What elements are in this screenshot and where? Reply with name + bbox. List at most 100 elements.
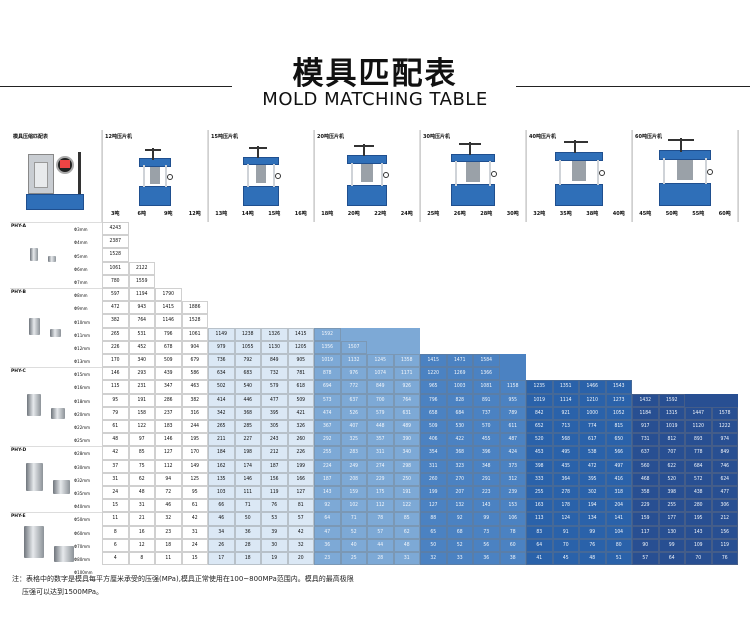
pressure-zone-4 bbox=[420, 354, 526, 566]
pressure-value-cell: 83 bbox=[526, 525, 553, 539]
press-header-4: 30吨压片机 25吨 26吨 28吨 30吨 bbox=[420, 130, 526, 222]
press-tonnage-row: 25吨 26吨 28吨 30吨 bbox=[420, 210, 526, 218]
pressure-value-cell: 1245 bbox=[367, 354, 394, 368]
pressure-value-cell: 316 bbox=[181, 406, 208, 420]
press-handle-bar bbox=[144, 149, 161, 151]
page-header: 模具匹配表 MOLD MATCHING TABLE bbox=[0, 0, 750, 125]
pressure-value-cell: 849 bbox=[261, 354, 288, 368]
press-tonnage-row: 18吨 20吨 22吨 24吨 bbox=[314, 210, 420, 218]
pressure-value-cell: 368 bbox=[446, 446, 473, 460]
pressure-value-cell: 36 bbox=[314, 538, 341, 552]
die-image bbox=[49, 328, 61, 338]
press-handle-bar bbox=[354, 145, 375, 147]
pressure-value-cell: 1356 bbox=[314, 340, 341, 354]
press-top-plate bbox=[243, 156, 279, 166]
pressure-value-cell: 1415 bbox=[155, 301, 182, 315]
press-image bbox=[451, 142, 497, 206]
pressure-value-cell: 187 bbox=[314, 472, 341, 486]
pressure-value-cell: 1132 bbox=[340, 354, 367, 368]
pressure-value-cell: 34 bbox=[208, 525, 235, 539]
pressure-value-cell: 224 bbox=[314, 459, 341, 473]
pressure-value-cell: 50 bbox=[234, 512, 261, 526]
pressure-value-cell: 78 bbox=[499, 525, 526, 539]
pressure-value-cell: 398 bbox=[658, 486, 685, 500]
pressure-value-cell: 1019 bbox=[314, 354, 341, 368]
pressure-value-cell: 1158 bbox=[499, 380, 526, 394]
pressure-value-cell: 23 bbox=[314, 552, 341, 566]
pressure-value-cell: 1171 bbox=[393, 367, 420, 381]
tonnage-label: 20吨 bbox=[347, 211, 360, 217]
pressure-value-cell: 579 bbox=[261, 380, 288, 394]
pressure-value-cell: 64 bbox=[658, 552, 685, 566]
pressure-value-cell: 72 bbox=[155, 486, 182, 500]
pressure-value-cell: 243 bbox=[261, 433, 288, 447]
pressure-value-cell: 70 bbox=[685, 552, 712, 566]
pressure-value-cell: 1194 bbox=[128, 288, 155, 302]
pressure-value-cell: 1269 bbox=[446, 367, 473, 381]
tonnage-label: 40吨 bbox=[612, 211, 625, 217]
die-size-label: Φ25mm bbox=[74, 438, 91, 444]
pressure-value-cell: 1326 bbox=[261, 327, 288, 341]
pressure-value-cell: 32 bbox=[420, 552, 447, 566]
pressure-value-cell: 135 bbox=[208, 472, 235, 486]
pressure-value-cell: 143 bbox=[473, 499, 500, 513]
pressure-value-cell: 298 bbox=[393, 459, 420, 473]
pressure-value-cell: 540 bbox=[234, 380, 261, 394]
die-group-phy-a: PHY-A Φ3mm Φ4mm Φ5mm Φ6mm Φ7mm bbox=[10, 222, 102, 288]
pressure-value-cell: 407 bbox=[340, 420, 367, 434]
press-image bbox=[243, 146, 281, 206]
press-ram bbox=[150, 166, 160, 184]
pressure-value-cell: 239 bbox=[499, 486, 526, 500]
pressure-value-cell: 815 bbox=[605, 420, 632, 434]
pressure-value-cell: 45 bbox=[552, 552, 579, 566]
pressure-value-cell: 446 bbox=[234, 393, 261, 407]
pressure-value-cell: 37 bbox=[102, 459, 129, 473]
pressure-value-cell: 2122 bbox=[128, 261, 155, 275]
mold-matching-table: 模具压缩匹配表 12吨压片机 3吨 6吨 9吨 12吨 15吨压片机 13吨 14吨 15吨 16… bbox=[10, 130, 739, 575]
pressure-value-cell: 95 bbox=[181, 486, 208, 500]
die-size-label: Φ16mm bbox=[74, 385, 91, 391]
die-size-label: Φ50mm bbox=[74, 517, 91, 523]
pressure-value-cell: 340 bbox=[128, 354, 155, 368]
pressure-value-cell: 24 bbox=[102, 486, 129, 500]
pressure-value-cell: 62 bbox=[393, 525, 420, 539]
pressure-value-cell: 358 bbox=[632, 486, 659, 500]
pressure-value-cell: 64 bbox=[526, 538, 553, 552]
pressure-value-cell: 57 bbox=[367, 525, 394, 539]
pressure-value-cell: 158 bbox=[128, 406, 155, 420]
pressure-value-cell: 849 bbox=[367, 380, 394, 394]
pressure-value-cell: 31 bbox=[102, 472, 129, 486]
pressure-value-cell: 1592 bbox=[658, 393, 685, 407]
pressure-value-cell: 76 bbox=[579, 538, 606, 552]
pressure-value-cell: 570 bbox=[473, 420, 500, 434]
die-size-label: Φ8mm bbox=[74, 293, 88, 299]
pressure-value-cell: 106 bbox=[499, 512, 526, 526]
pressure-value-cell: 472 bbox=[579, 459, 606, 473]
pressure-value-cell: 395 bbox=[579, 472, 606, 486]
column-divider bbox=[526, 130, 527, 222]
press-image bbox=[347, 144, 389, 206]
pressure-gauge-icon bbox=[275, 173, 281, 179]
pressure-value-cell: 781 bbox=[287, 367, 314, 381]
pressure-value-cell: 347 bbox=[155, 380, 182, 394]
press-handle bbox=[257, 146, 260, 158]
pressure-value-cell: 707 bbox=[658, 446, 685, 460]
pressure-value-cell: 1184 bbox=[632, 406, 659, 420]
pressure-value-cell: 624 bbox=[711, 472, 738, 486]
pressure-value-cell: 509 bbox=[420, 420, 447, 434]
tonnage-label: 9吨 bbox=[164, 211, 173, 217]
pressure-value-cell: 88 bbox=[420, 512, 447, 526]
pressure-value-cell: 312 bbox=[499, 472, 526, 486]
pressure-value-cell: 422 bbox=[446, 433, 473, 447]
press-base bbox=[139, 186, 171, 206]
press-handle bbox=[363, 144, 365, 157]
die-size-label: Φ28mm bbox=[74, 451, 91, 457]
pressure-value-cell: 31 bbox=[128, 499, 155, 513]
pressure-value-cell: 41 bbox=[526, 552, 553, 566]
pressure-value-cell: 878 bbox=[314, 367, 341, 381]
tonnage-label: 25吨 bbox=[427, 211, 440, 217]
pressure-value-cell: 746 bbox=[711, 459, 738, 473]
pressure-value-cell: 1061 bbox=[102, 261, 129, 275]
pressure-value-cell: 395 bbox=[261, 406, 288, 420]
pressure-value-cell: 713 bbox=[552, 420, 579, 434]
